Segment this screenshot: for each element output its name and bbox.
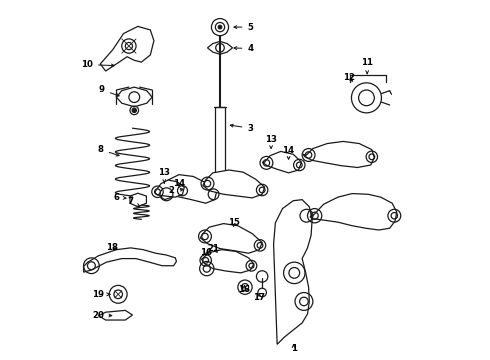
Polygon shape [310,194,397,230]
Text: 19: 19 [92,290,110,299]
Polygon shape [83,248,176,272]
Text: 13: 13 [158,168,170,183]
Text: 3: 3 [230,124,253,133]
Polygon shape [100,26,154,71]
Text: 14: 14 [173,179,185,188]
Polygon shape [155,180,184,197]
Text: 20: 20 [92,311,112,320]
Polygon shape [273,200,312,344]
Text: 1: 1 [291,344,296,353]
Text: 21: 21 [208,244,220,253]
Polygon shape [117,87,152,107]
Text: 13: 13 [265,135,277,148]
Text: 12: 12 [343,73,355,82]
Text: 8: 8 [98,145,119,156]
Polygon shape [201,249,254,273]
Text: 10: 10 [81,60,114,69]
Text: 6: 6 [113,193,126,202]
Polygon shape [207,41,232,54]
Text: 2: 2 [169,186,183,195]
Text: 5: 5 [234,23,253,32]
Polygon shape [203,170,265,198]
Polygon shape [161,175,217,203]
Text: 7: 7 [127,197,140,206]
Polygon shape [200,224,262,253]
Text: 14: 14 [283,146,294,159]
Polygon shape [98,310,132,320]
Text: 15: 15 [228,219,240,228]
Polygon shape [215,107,225,187]
Circle shape [218,25,222,29]
Text: 16: 16 [200,248,212,257]
Text: 17: 17 [253,293,266,302]
Text: 11: 11 [361,58,373,73]
Polygon shape [303,141,374,167]
Text: 16: 16 [238,285,250,294]
Polygon shape [262,152,301,173]
Text: 18: 18 [106,243,118,252]
Circle shape [132,108,136,112]
Text: 4: 4 [234,44,253,53]
Text: 9: 9 [99,85,119,96]
Polygon shape [130,193,147,207]
